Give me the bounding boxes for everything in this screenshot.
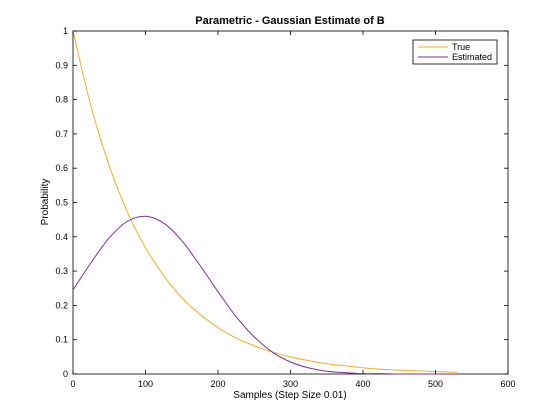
series-line-true — [72, 30, 458, 373]
y-tick-label: 0.9 — [55, 60, 68, 70]
y-axis-ticks: 0 0.1 0.2 0.3 0.4 0.5 0.6 0.7 0.8 0.9 1 — [55, 26, 508, 379]
x-axis-title: Samples (Step Size 0.01) — [233, 390, 346, 401]
legend-box — [412, 39, 498, 65]
y-tick-label: 0.1 — [55, 335, 68, 345]
x-axis-ticks: 0 100 200 300 400 500 600 — [70, 31, 516, 389]
x-tick-label: 0 — [70, 379, 75, 389]
legend-label-true: True — [452, 42, 470, 52]
series-lines — [72, 30, 458, 375]
x-tick-label: 200 — [210, 379, 225, 389]
series-line-estimated — [72, 215, 458, 375]
x-tick-label: 100 — [138, 379, 153, 389]
y-tick-label: 0.5 — [55, 198, 68, 208]
x-tick-label: 300 — [283, 379, 298, 389]
y-tick-label: 0.7 — [55, 129, 68, 139]
y-tick-label: 0 — [63, 369, 68, 379]
x-tick-label: 600 — [500, 379, 515, 389]
y-axis-title: Probability — [40, 179, 51, 226]
chart-title: Parametric - Gaussian Estimate of B — [195, 15, 385, 27]
y-tick-label: 0.4 — [55, 232, 68, 242]
axes-box — [72, 30, 509, 375]
x-tick-label: 400 — [355, 379, 370, 389]
y-tick-label: 1 — [63, 26, 68, 36]
legend-label-estimated: Estimated — [452, 52, 492, 62]
y-tick-label: 0.3 — [55, 266, 68, 276]
y-tick-label: 0.8 — [55, 95, 68, 105]
y-tick-label: 0.2 — [55, 300, 68, 310]
legend: True Estimated — [412, 39, 498, 65]
y-tick-label: 0.6 — [55, 163, 68, 173]
x-tick-label: 500 — [428, 379, 443, 389]
plot-area: 0 100 200 300 400 500 600 00.10.20.30.40.50.60… — [55, 26, 515, 389]
